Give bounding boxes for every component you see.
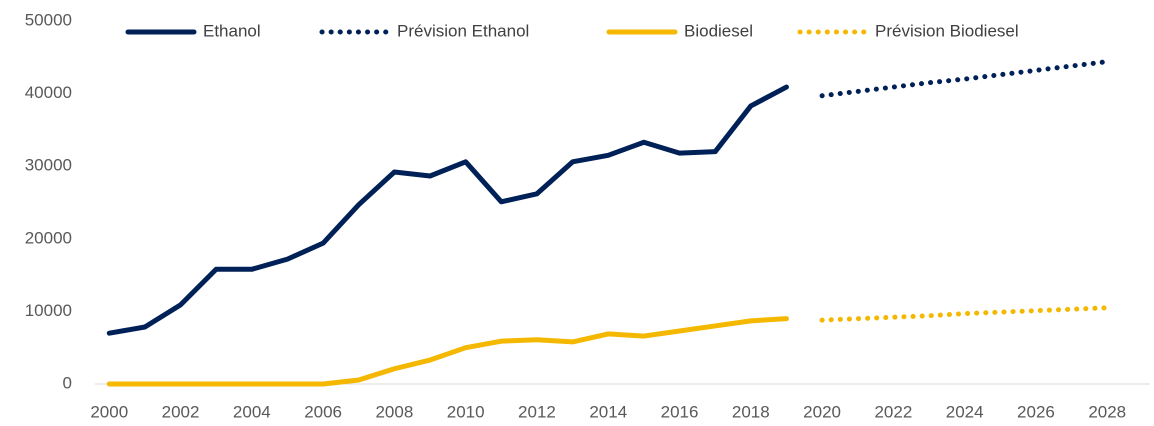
x-tick-label: 2022 — [874, 402, 912, 421]
x-tick-label: 2016 — [661, 402, 699, 421]
x-tick-label: 2018 — [732, 402, 770, 421]
y-tick-label: 20000 — [25, 228, 72, 247]
x-tick-label: 2028 — [1088, 402, 1126, 421]
x-tick-label: 2026 — [1017, 402, 1055, 421]
x-tick-label: 2006 — [304, 402, 342, 421]
y-tick-label: 50000 — [25, 10, 72, 29]
y-tick-label: 40000 — [25, 83, 72, 102]
x-tick-label: 2014 — [589, 402, 627, 421]
x-tick-label: 2002 — [162, 402, 200, 421]
x-tick-label: 2004 — [233, 402, 271, 421]
y-tick-label: 30000 — [25, 156, 72, 175]
series-line — [819, 59, 1110, 99]
x-tick-label: 2010 — [447, 402, 485, 421]
x-tick-label: 2008 — [375, 402, 413, 421]
y-tick-label: 10000 — [25, 301, 72, 320]
x-tick-label: 2012 — [518, 402, 556, 421]
x-tick-label: 2000 — [90, 402, 128, 421]
legend-label: Prévision Ethanol — [397, 21, 529, 40]
x-tick-label: 2020 — [803, 402, 841, 421]
series-line — [106, 84, 789, 336]
legend-label: Prévision Biodiesel — [875, 21, 1019, 40]
series-line — [819, 305, 1110, 323]
x-tick-label: 2024 — [946, 402, 984, 421]
y-tick-label: 0 — [63, 373, 72, 392]
series-line — [106, 316, 789, 387]
legend-label: Biodiesel — [684, 21, 753, 40]
legend-label: Ethanol — [203, 21, 261, 40]
